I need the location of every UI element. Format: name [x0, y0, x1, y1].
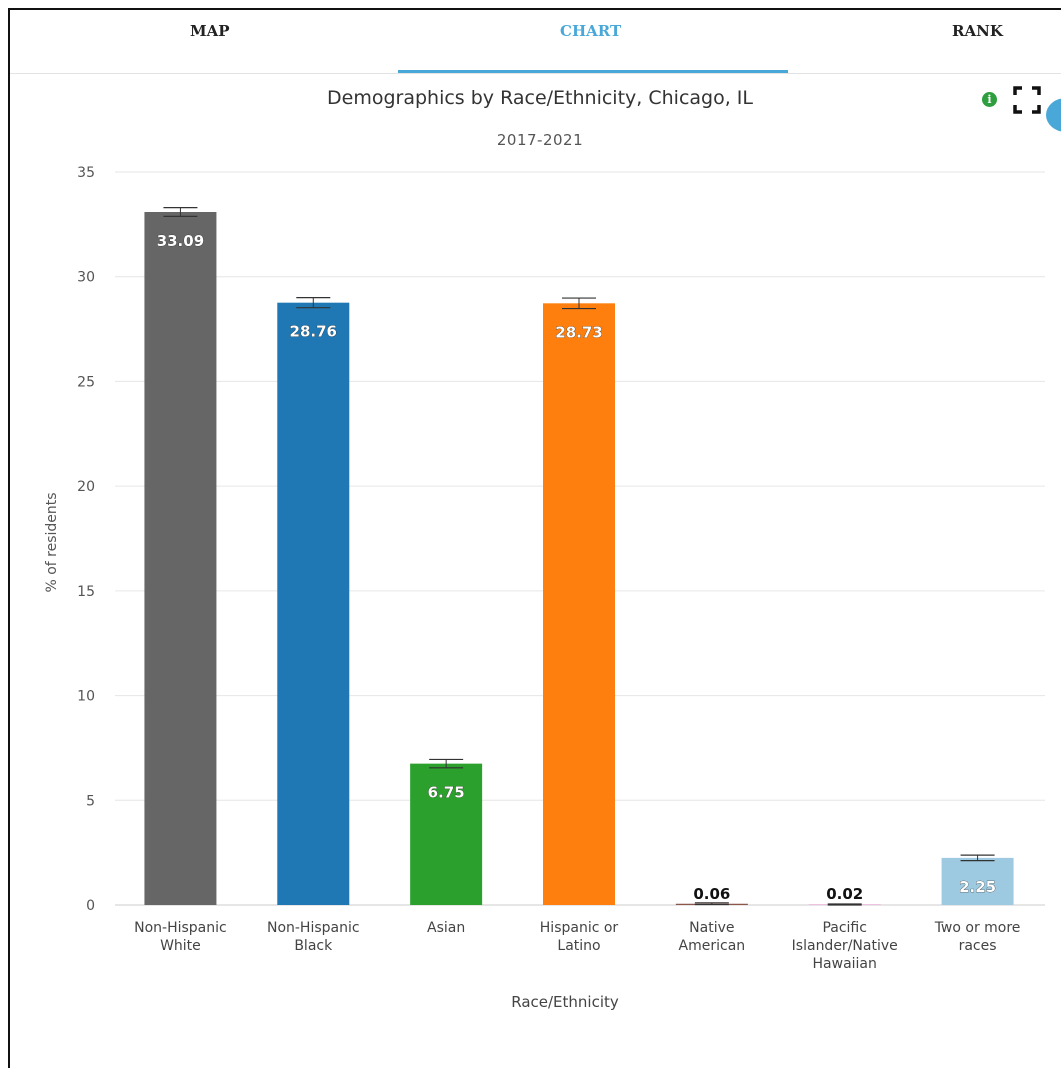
data-label: 0.02 [826, 885, 863, 903]
x-tick-label: American [679, 938, 746, 954]
y-tick-label: 15 [77, 584, 95, 600]
x-axis-label: Race/Ethnicity [511, 993, 619, 1011]
data-label: 0.06 [693, 885, 730, 903]
data-label: 33.09 [157, 232, 204, 250]
bar [277, 303, 349, 905]
y-tick-label: 10 [77, 689, 95, 705]
x-tick-label: Two or more [934, 920, 1021, 936]
y-tick-label: 25 [77, 374, 95, 390]
x-tick-label: Latino [557, 938, 600, 954]
data-label: 6.75 [428, 784, 465, 802]
x-tick-label: races [959, 938, 997, 954]
y-tick-label: 0 [86, 898, 95, 914]
y-tick-label: 20 [77, 479, 95, 495]
x-tick-label: Non-Hispanic [267, 920, 360, 936]
bar [144, 212, 216, 905]
x-tick-label: Hawaiian [813, 956, 877, 972]
x-tick-label: Asian [427, 920, 465, 936]
x-tick-label: Hispanic or [540, 920, 619, 936]
x-tick-label: Native [689, 920, 734, 936]
x-tick-label: Non-Hispanic [134, 920, 227, 936]
y-axis-label: % of residents [44, 492, 60, 592]
data-label: 28.76 [290, 323, 337, 341]
x-tick-label: White [160, 938, 201, 954]
x-tick-label: Pacific [822, 920, 867, 936]
data-label: 28.73 [555, 323, 602, 341]
x-tick-label: Black [294, 938, 333, 954]
y-tick-label: 5 [86, 793, 95, 809]
y-tick-label: 35 [77, 165, 95, 181]
bar [543, 303, 615, 905]
data-label: 2.25 [959, 878, 996, 896]
y-tick-label: 30 [77, 270, 95, 286]
x-tick-label: Islander/Native [792, 938, 898, 954]
